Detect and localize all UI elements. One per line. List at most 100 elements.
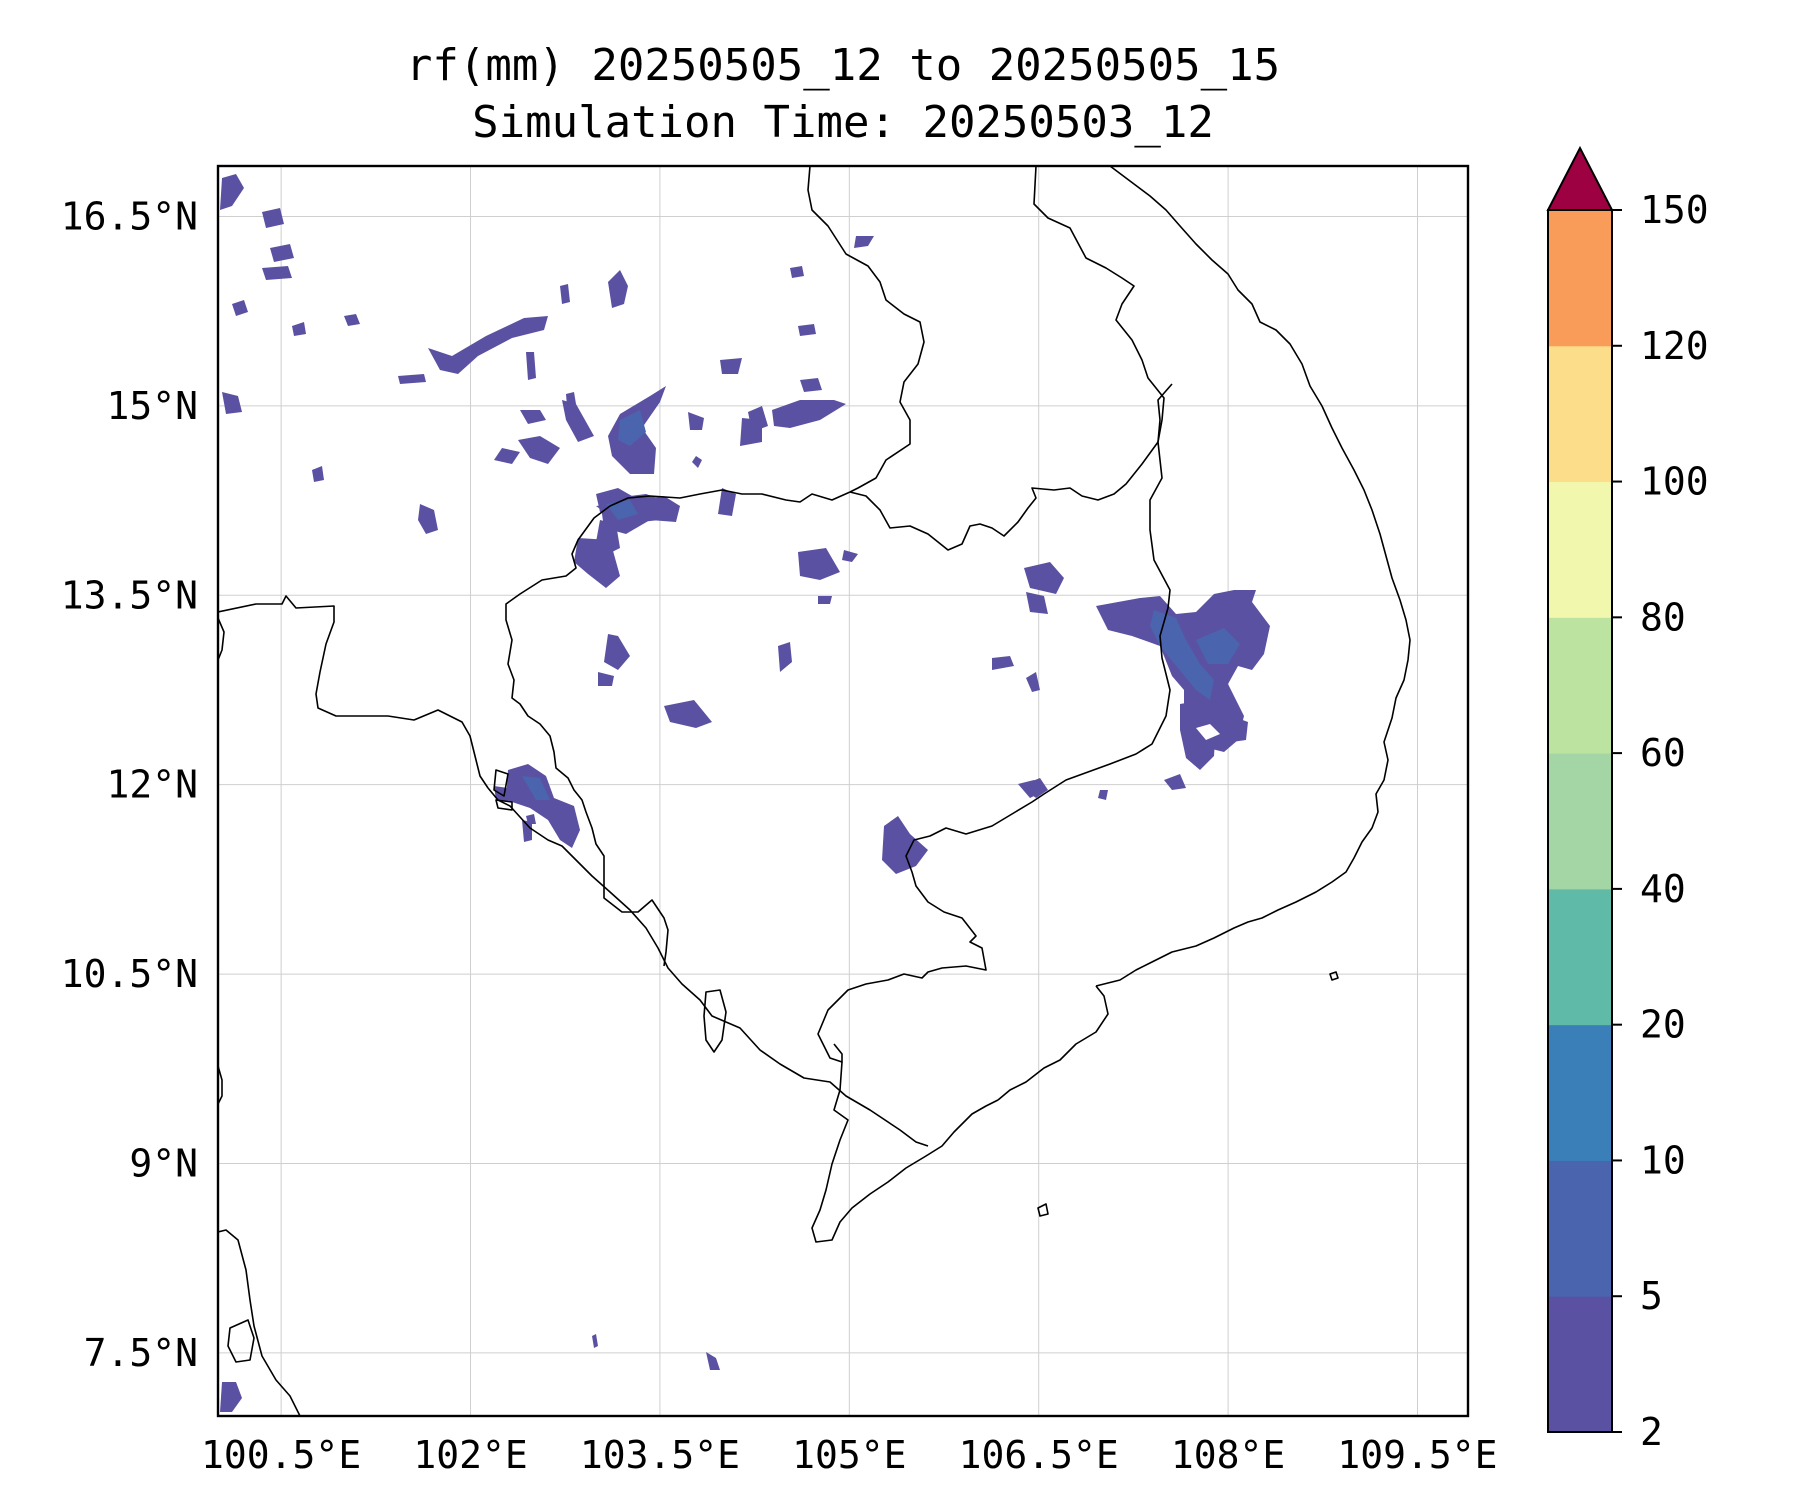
rain-area-center-mid [604, 634, 630, 670]
colorbar-tick-label: 20 [1640, 1003, 1686, 1047]
rain-area-nw-corner [220, 174, 244, 210]
y-tick-label: 7.5°N [84, 1331, 198, 1375]
island-koh-kong [493, 769, 509, 797]
colorbar-segment [1548, 617, 1612, 754]
laos-thailand-border [807, 166, 925, 493]
y-tick-label: 12°N [106, 763, 198, 807]
rain-area-highlands-east [1232, 716, 1248, 742]
rain-area-band-north-strip [398, 374, 426, 384]
rain-area-band-east-e [798, 324, 816, 336]
rain-area-blob-n1 [520, 410, 546, 424]
y-axis-tick-labels: 16.5°N 15°N 13.5°N 12°N 10.5°N 9°N 7.5°N [61, 195, 198, 1375]
y-tick-label: 9°N [129, 1141, 198, 1185]
colorbar-tick-label: 120 [1640, 324, 1709, 368]
coast-malay-peninsula [218, 1229, 301, 1416]
rain-area-south-dot [706, 1352, 720, 1370]
rain-area-nw-small [270, 244, 294, 262]
rain-area-coast-west3 [522, 820, 532, 842]
rain-area-nw-small [292, 322, 306, 336]
rain-area-coast-west-5 [522, 776, 550, 800]
y-tick-label: 16.5°N [61, 195, 198, 239]
rainfall-layer [220, 174, 1270, 1412]
colorbar: 2 5 10 20 40 60 80 100 120 150 [1546, 145, 1709, 1454]
colorbar-segment [1548, 753, 1612, 890]
island-phu-quoc [703, 989, 727, 1053]
x-tick-label: 106.5°E [959, 1433, 1119, 1477]
rain-area-blob-east2 [692, 456, 702, 468]
coast-west-gulf [218, 617, 225, 661]
coast-vietnam-mekong [997, 985, 1109, 1101]
colorbar-segment [1548, 1296, 1612, 1433]
x-tick-label: 109.5°E [1337, 1433, 1497, 1477]
rain-area-band-east-d [790, 266, 804, 278]
colorbar-tick-label: 2 [1640, 1410, 1663, 1454]
rain-area-band-dot [526, 352, 536, 380]
coast-vietnam-southeast [1095, 166, 1411, 987]
rain-area-blob-n4 [494, 448, 520, 464]
rain-area-west-branch3 [718, 488, 736, 516]
x-tick-label: 103.5°E [580, 1433, 740, 1477]
laos-vietnam-border [1033, 166, 1171, 609]
x-tick-label: 105°E [792, 1433, 906, 1477]
colorbar-frame [1547, 209, 1613, 1433]
x-axis-tick-labels: 100.5°E 102°E 103.5°E 105°E 106.5°E 108°E 109.… [201, 1433, 1498, 1477]
rain-area-east-n1 [1024, 562, 1064, 594]
thailand-myanmar-border [218, 595, 489, 789]
country-borders-and-coastline [218, 166, 1411, 1416]
island-small-east [1329, 971, 1339, 981]
rain-area-nw-small [262, 208, 284, 228]
colorbar-tick-label: 60 [1640, 731, 1686, 775]
rain-area-band-north [428, 316, 548, 374]
x-tick-label: 102°E [413, 1433, 527, 1477]
rain-area-highlands-south [1180, 700, 1216, 770]
colorbar-tick-label: 150 [1640, 188, 1709, 232]
coast-malay-peninsula-west [218, 1065, 223, 1105]
map-frame [216, 164, 1470, 1418]
rain-area-coast-west [506, 764, 580, 848]
rain-area-band-east-b [800, 378, 822, 392]
rain-area-center-small3 [818, 596, 832, 604]
colorbar-segment [1548, 210, 1612, 347]
x-tick-label: 100.5°E [201, 1433, 361, 1477]
y-tick-label: 15°N [106, 384, 198, 428]
rain-area-central-highlands-5 [1150, 610, 1214, 700]
rain-area-band-dot [344, 314, 360, 326]
coast-vietnam-south [811, 1061, 999, 1243]
rain-area-east-n3 [992, 656, 1014, 670]
colorbar-segment [1548, 1160, 1612, 1297]
island-small-west [495, 799, 513, 811]
cambodia-vietnam-border [817, 607, 1171, 1063]
rain-area-west-small [312, 466, 324, 482]
coast-gulf-islands [227, 1319, 255, 1363]
colorbar-segment [1548, 481, 1612, 618]
rain-area-west-small [418, 504, 438, 534]
rain-area-center-small [798, 548, 840, 580]
colorbar-tick-label: 100 [1640, 460, 1709, 504]
rain-area-band-east-c [854, 236, 874, 248]
rain-area-east-n5 [1026, 672, 1040, 692]
rain-area-center-mid3 [664, 700, 712, 728]
figure-subtitle: Simulation Time: 20250503_12 [472, 97, 1214, 148]
colorbar-tick-label: 10 [1640, 1138, 1686, 1182]
rain-area-cluster-main-5 [618, 410, 646, 446]
rain-area-blob-east5 [740, 418, 762, 446]
rain-area-highlands-south3 [1098, 790, 1108, 800]
rain-area-nw-small [262, 266, 292, 280]
y-tick-label: 10.5°N [61, 952, 198, 996]
rain-area-south-se [220, 1382, 242, 1412]
rain-area-coast-west4 [526, 814, 536, 824]
colorbar-tick-label: 40 [1640, 867, 1686, 911]
rain-area-central-north [608, 270, 628, 308]
rain-area-center-mid4 [778, 642, 792, 672]
coast-thailand-east [487, 787, 929, 1147]
colorbar-segment [1548, 888, 1612, 1026]
rain-area-center-mid2 [598, 672, 614, 686]
x-tick-label: 108°E [1171, 1433, 1285, 1477]
rain-area-blob-east [688, 412, 704, 430]
rain-area-highlands-south2 [1164, 774, 1186, 790]
rain-area-band-dot [560, 284, 570, 304]
rain-area-west-branch2 [574, 538, 620, 588]
rain-area-south-dot2 [592, 1334, 598, 1348]
rain-area-band-east [772, 400, 846, 428]
